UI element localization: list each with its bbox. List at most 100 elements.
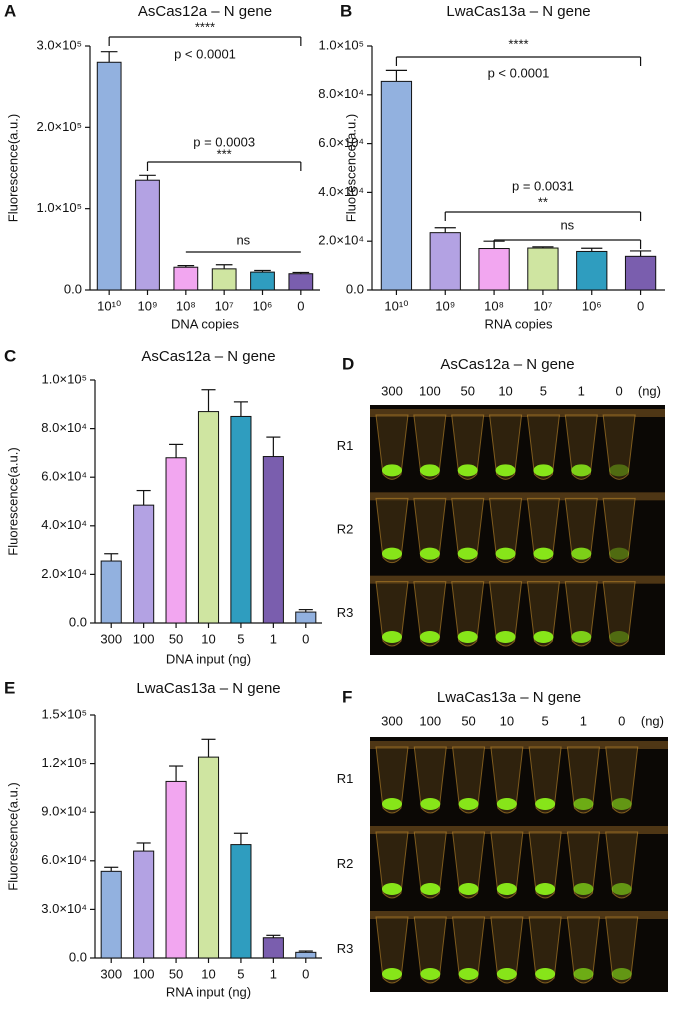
bar: [380, 80, 413, 291]
bar: [100, 560, 122, 624]
tube-fluorescence: [496, 968, 517, 980]
y-tick-label: 2.0×10⁴: [41, 566, 87, 581]
bar: [262, 937, 284, 959]
tube: [452, 746, 486, 814]
column-label: 50: [461, 713, 475, 728]
tube: [413, 916, 447, 984]
x-tick-label: 10⁹: [137, 298, 157, 313]
tube: [452, 831, 486, 899]
tube-fluorescence: [457, 464, 478, 477]
tube: [566, 831, 600, 899]
column-label: 100: [419, 713, 441, 728]
tube-fluorescence: [382, 631, 402, 643]
annotation: **: [538, 194, 548, 209]
y-tick-label: 1.0×10⁵: [36, 200, 82, 215]
tube: [451, 414, 485, 480]
tube-fluorescence: [573, 968, 594, 980]
annotation: ***: [217, 146, 232, 161]
tube-fluorescence: [533, 547, 554, 560]
unit-label: (ng): [638, 383, 661, 398]
annotation: p < 0.0001: [174, 46, 236, 61]
tube-fluorescence: [458, 798, 479, 810]
y-tick-label: 6.0×10⁴: [318, 135, 364, 150]
bar: [96, 61, 122, 291]
tube-fluorescence: [495, 631, 516, 643]
tube-rim: [370, 492, 665, 501]
annotation: p = 0.0003: [193, 134, 255, 149]
tube-fluorescence: [382, 883, 402, 895]
tube: [375, 497, 409, 564]
panel-label: B: [340, 1, 352, 20]
x-tick-label: 1: [270, 966, 277, 981]
tube-fluorescence: [611, 798, 632, 810]
x-tick-label: 50: [169, 631, 183, 646]
y-tick-label: 9.0×10⁴: [41, 804, 87, 819]
x-tick-label: 10⁷: [215, 298, 234, 313]
column-label: 0: [616, 383, 623, 398]
y-tick-label: 6.0×10⁴: [41, 469, 87, 484]
row-label: R3: [337, 941, 354, 956]
y-tick-label: 2.0×10⁴: [318, 233, 364, 248]
y-tick-label: 4.0×10⁴: [318, 184, 364, 199]
bar: [429, 232, 461, 291]
tube-fluorescence: [609, 464, 630, 477]
tube: [451, 581, 485, 647]
x-tick-label: 10: [201, 966, 215, 981]
tube-fluorescence: [420, 883, 441, 895]
x-tick-label: 10¹⁰: [384, 298, 408, 313]
tube-fluorescence: [382, 968, 402, 980]
tube: [375, 581, 409, 647]
row-label: R1: [337, 771, 354, 786]
x-tick-label: 10⁷: [533, 298, 552, 313]
tube: [564, 414, 598, 480]
tube: [451, 497, 485, 564]
panel-label: F: [342, 687, 352, 706]
column-label: 100: [419, 383, 441, 398]
tube: [605, 916, 639, 984]
x-tick-label: 5: [237, 966, 244, 981]
tube: [490, 916, 524, 984]
tube: [566, 746, 600, 814]
bar: [211, 268, 237, 291]
panel-label: D: [342, 354, 354, 373]
tube-rim: [370, 741, 668, 749]
panel-label: E: [4, 678, 15, 697]
tube: [564, 497, 598, 564]
y-tick-label: 1.0×10⁵: [318, 37, 364, 52]
x-tick-label: 300: [100, 631, 122, 646]
column-label: 10: [500, 713, 514, 728]
tube: [413, 497, 447, 564]
chart-title: LwaCas13a – N gene: [446, 3, 590, 20]
column-label: 10: [498, 383, 512, 398]
tube-fluorescence: [611, 968, 632, 980]
chart-title: LwaCas13a – N gene: [136, 680, 280, 697]
x-tick-label: 50: [169, 966, 183, 981]
tube: [375, 746, 409, 814]
tube: [526, 414, 560, 480]
column-label: 5: [540, 383, 547, 398]
y-axis-label: Fluorescence(a.u.): [343, 114, 358, 222]
tube: [566, 916, 600, 984]
tube-fluorescence: [458, 968, 479, 980]
y-tick-label: 4.0×10⁴: [41, 517, 87, 532]
tube-fluorescence: [571, 547, 592, 560]
tube: [489, 581, 523, 647]
tube-fluorescence: [609, 547, 630, 560]
tube-fluorescence: [573, 798, 594, 810]
tube: [413, 581, 447, 647]
photo-title: AsCas12a – N gene: [440, 356, 574, 373]
bar: [295, 951, 317, 959]
tube-fluorescence: [533, 464, 554, 477]
bar: [197, 756, 220, 959]
tube: [490, 831, 524, 899]
y-tick-label: 0.0: [346, 281, 364, 296]
annotation: p = 0.0031: [512, 178, 574, 193]
tube-fluorescence: [535, 968, 556, 980]
panel-label: C: [4, 346, 16, 365]
x-tick-label: 1: [270, 631, 277, 646]
x-tick-label: 10⁶: [582, 298, 602, 313]
tube: [489, 414, 523, 480]
x-tick-label: 0: [302, 966, 309, 981]
tube-fluorescence: [573, 883, 594, 895]
tube: [526, 581, 560, 647]
